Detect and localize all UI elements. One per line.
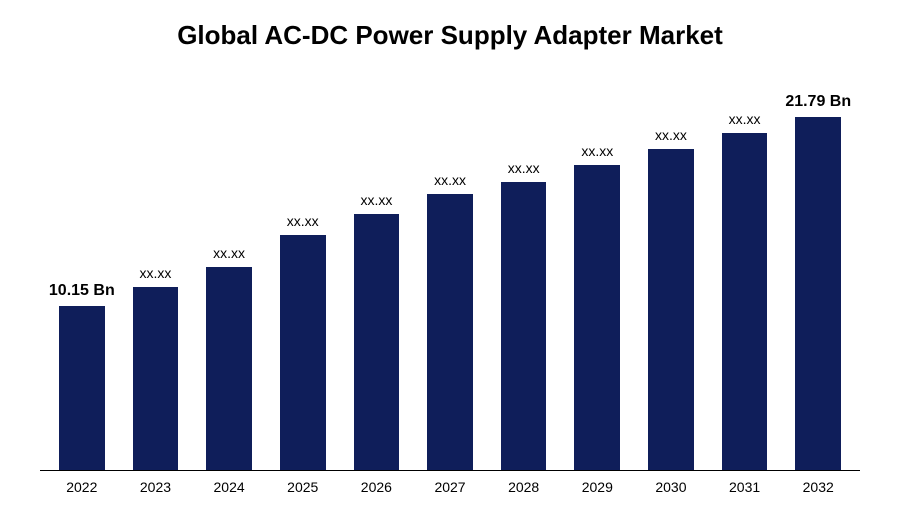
x-axis: 2022202320242025202620272028202920302031… (40, 471, 860, 495)
bar-value-label: 10.15 Bn (49, 282, 115, 300)
bar (280, 235, 326, 470)
bar-group: 21.79 Bn (781, 81, 855, 470)
plot-area: 10.15 Bn xx.xx xx.xx xx.xx xx.xx xx.xx xx.xx xx… (40, 81, 860, 471)
bar-group: xx.xx (119, 81, 193, 470)
bar-value-label: xx.xx (287, 213, 319, 229)
bar (648, 149, 694, 470)
chart-title: Global AC-DC Power Supply Adapter Market (40, 20, 860, 51)
bar-value-label: xx.xx (360, 192, 392, 208)
bar (722, 133, 768, 470)
bar (427, 194, 473, 470)
x-axis-label: 2028 (487, 479, 561, 495)
bar (133, 287, 179, 470)
bar-value-label: xx.xx (655, 127, 687, 143)
bar-group: xx.xx (413, 81, 487, 470)
bar-value-label: xx.xx (213, 245, 245, 261)
bar (574, 165, 620, 470)
bar-value-label: xx.xx (140, 265, 172, 281)
x-axis-label: 2030 (634, 479, 708, 495)
x-axis-label: 2025 (266, 479, 340, 495)
bar-value-label: 21.79 Bn (785, 93, 851, 111)
bar-value-label: xx.xx (581, 143, 613, 159)
bar-group: xx.xx (266, 81, 340, 470)
bar (354, 214, 400, 470)
bar (59, 306, 105, 471)
bar-group: xx.xx (708, 81, 782, 470)
x-axis-label: 2026 (340, 479, 414, 495)
bar-value-label: xx.xx (434, 172, 466, 188)
bar (795, 117, 841, 470)
x-axis-label: 2027 (413, 479, 487, 495)
bar-group: xx.xx (192, 81, 266, 470)
bar-value-label: xx.xx (508, 160, 540, 176)
bar-value-label: xx.xx (729, 111, 761, 127)
x-axis-label: 2029 (560, 479, 634, 495)
bar-group: xx.xx (560, 81, 634, 470)
x-axis-label: 2023 (119, 479, 193, 495)
bar (206, 267, 252, 470)
bar-group: xx.xx (340, 81, 414, 470)
chart-container: Global AC-DC Power Supply Adapter Market… (0, 0, 900, 525)
x-axis-label: 2032 (781, 479, 855, 495)
bar-group: xx.xx (634, 81, 708, 470)
bar (501, 182, 547, 471)
bar-group: 10.15 Bn (45, 81, 119, 470)
x-axis-label: 2031 (708, 479, 782, 495)
x-axis-label: 2024 (192, 479, 266, 495)
x-axis-label: 2022 (45, 479, 119, 495)
bar-group: xx.xx (487, 81, 561, 470)
